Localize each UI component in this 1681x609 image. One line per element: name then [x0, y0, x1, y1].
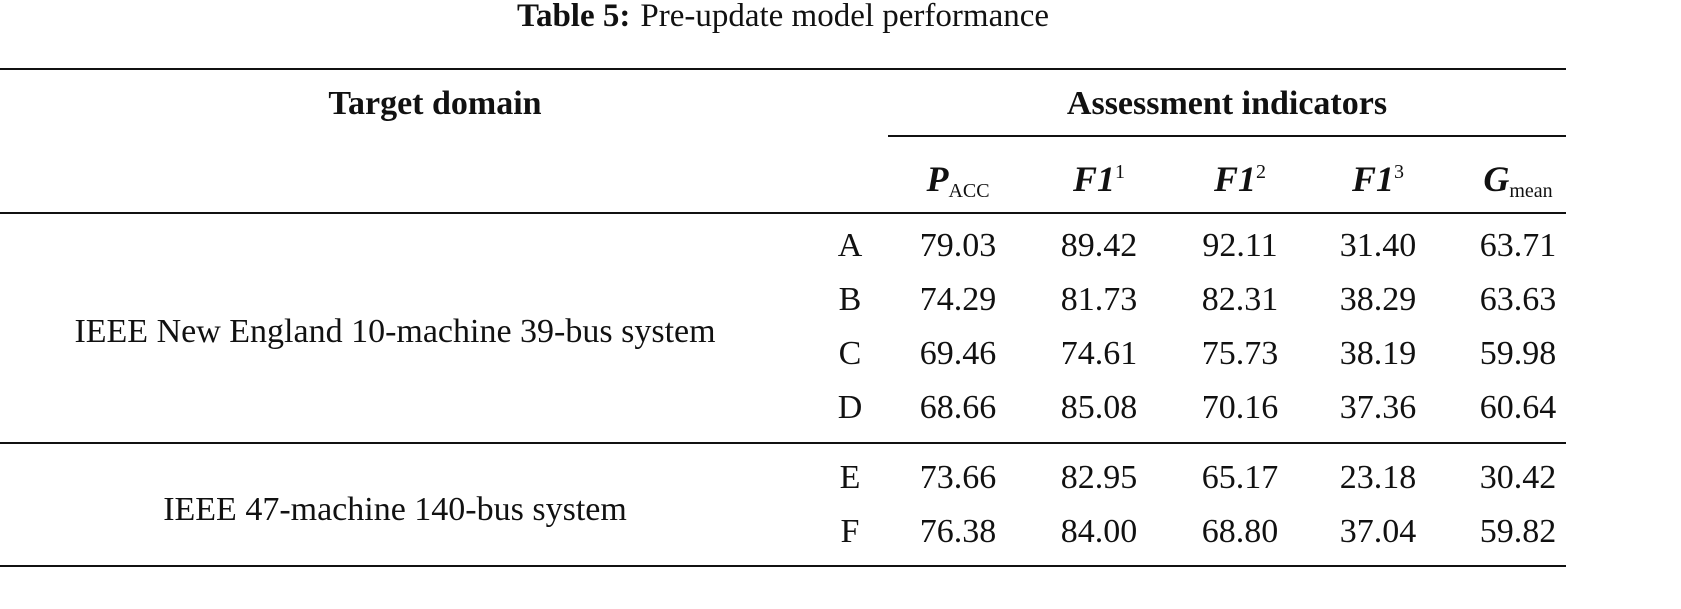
cell-value: 38.29 — [1340, 281, 1417, 318]
row-label: B — [839, 281, 862, 318]
row-label: E — [840, 459, 861, 496]
column-subscript: ACC — [948, 180, 989, 202]
cell-value: 85.08 — [1061, 389, 1138, 426]
row-label: D — [838, 389, 863, 426]
column-symbol: F1 — [1072, 159, 1115, 199]
cell-value: 63.71 — [1480, 227, 1557, 264]
caption-text: Pre-update model performance — [640, 0, 1049, 34]
cell-value: 74.61 — [1061, 335, 1138, 372]
cell-value: 75.73 — [1202, 335, 1279, 372]
cell-value: 59.98 — [1480, 335, 1557, 372]
domain-label: IEEE 47-machine 140-bus system — [163, 491, 627, 528]
cell-value: 68.80 — [1202, 513, 1279, 550]
row-label: F — [841, 513, 860, 550]
cell-value: 89.42 — [1061, 227, 1138, 264]
column-subscript: mean — [1509, 180, 1552, 202]
cell-value: 38.19 — [1340, 335, 1417, 372]
column-symbol: P — [925, 159, 949, 199]
cell-value: 31.40 — [1340, 227, 1417, 264]
cell-value: 60.64 — [1480, 389, 1557, 426]
cell-value: 65.17 — [1202, 459, 1279, 496]
cell-value: 37.04 — [1340, 513, 1417, 550]
header-domain: Target domain — [328, 85, 541, 122]
cell-value: 84.00 — [1061, 513, 1138, 550]
row-label: C — [839, 335, 862, 372]
cell-value: 82.95 — [1061, 459, 1138, 496]
column-header: Gmean — [1483, 159, 1552, 201]
column-header: PACC — [925, 159, 989, 201]
cell-value: 30.42 — [1480, 459, 1557, 496]
cell-value: 63.63 — [1480, 281, 1557, 318]
column-superscript: 1 — [1115, 161, 1125, 183]
cell-value: 37.36 — [1340, 389, 1417, 426]
row-label: A — [838, 227, 863, 264]
column-header: F11 — [1072, 159, 1125, 199]
domain-label: IEEE New England 10-machine 39-bus syste… — [74, 313, 715, 350]
header-indicators: Assessment indicators — [1067, 85, 1387, 122]
cell-value: 92.11 — [1202, 227, 1277, 264]
cell-value: 59.82 — [1480, 513, 1557, 550]
cell-value: 69.46 — [920, 335, 997, 372]
cell-value: 73.66 — [920, 459, 997, 496]
column-symbol: F1 — [1351, 159, 1394, 199]
cell-value: 74.29 — [920, 281, 997, 318]
column-superscript: 2 — [1256, 161, 1266, 183]
column-superscript: 3 — [1394, 161, 1404, 183]
cell-value: 82.31 — [1202, 281, 1279, 318]
cell-value: 81.73 — [1061, 281, 1138, 318]
cell-value: 70.16 — [1202, 389, 1279, 426]
cell-value: 23.18 — [1340, 459, 1417, 496]
caption: Table 5: Pre-update model performance — [517, 0, 1049, 34]
column-header: F13 — [1351, 159, 1404, 199]
cell-value: 79.03 — [920, 227, 997, 264]
column-symbol: G — [1483, 159, 1509, 199]
caption-label: Table 5: — [517, 0, 630, 34]
column-symbol: F1 — [1213, 159, 1256, 199]
cell-value: 76.38 — [920, 513, 997, 550]
cell-value: 68.66 — [920, 389, 997, 426]
column-header: F12 — [1213, 159, 1266, 199]
